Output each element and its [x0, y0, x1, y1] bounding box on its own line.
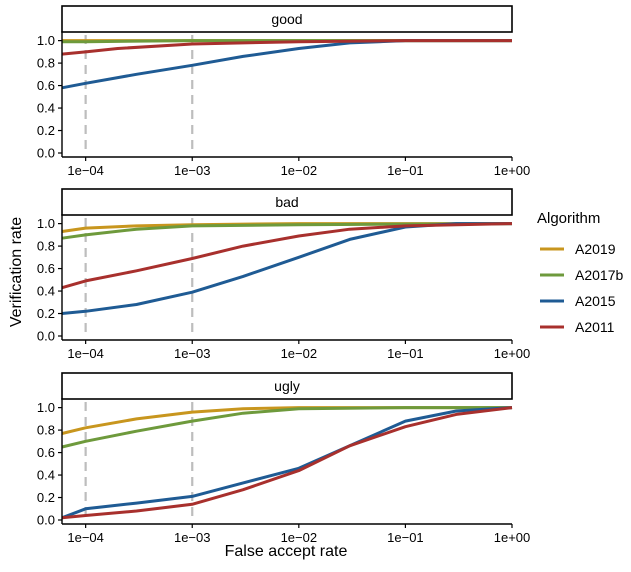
legend-item-A2015: A2015 [540, 293, 616, 309]
y-tick-label: 0.4 [37, 284, 55, 299]
panel-ugly: ugly 0.0 0.2 0.4 0.6 0.8 1.0 1e−04 1e−03 1e−02 1e−… [37, 372, 531, 545]
panel-bad: bad 0.0 0.2 0.4 0.6 0.8 1.0 1e−04 1e−03 1e−02 1e−0… [37, 188, 531, 361]
x-tick-label: 1e−02 [281, 346, 318, 361]
legend-item-A2011: A2011 [540, 319, 615, 335]
x-tick-label: 1e−01 [387, 530, 424, 545]
series-line-A2015 [61, 406, 513, 520]
facet-strip [61, 5, 513, 33]
legend-item-A2017b: A2017b [540, 267, 623, 283]
x-tick-label: 1e+00 [494, 163, 531, 178]
y-tick-label: 1.0 [37, 216, 55, 231]
facet-strip-label: ugly [274, 378, 300, 394]
x-tick-label: 1e+00 [494, 530, 531, 545]
y-tick-label: 0.4 [37, 101, 55, 116]
x-tick-label: 1e−01 [387, 346, 424, 361]
facet-strip [61, 188, 513, 216]
y-tick-label: 0.6 [37, 445, 55, 460]
legend-label: A2015 [575, 293, 616, 309]
y-tick-label: 0.0 [37, 329, 55, 344]
y-tick-label: 1.0 [37, 400, 55, 415]
y-tick-label: 0.4 [37, 468, 55, 483]
x-tick-label: 1e−04 [67, 530, 104, 545]
panel-good: good 0.0 0.2 0.4 0.6 0.8 1.0 1e−04 1e−03 1e−02 1e−… [37, 5, 531, 178]
y-tick-label: 1.0 [37, 33, 55, 48]
x-tick-label: 1e+00 [494, 346, 531, 361]
x-axis-title: False accept rate [225, 543, 348, 560]
legend: Algorithm A2019 A2017b A2015 A2011 [537, 210, 623, 335]
y-tick-label: 0.6 [37, 261, 55, 276]
series-line-A2011 [61, 222, 513, 290]
legend-label: A2017b [575, 267, 623, 283]
x-tick-label: 1e−02 [281, 530, 318, 545]
legend-label: A2019 [575, 241, 616, 257]
y-tick-label: 0.2 [37, 306, 55, 321]
x-tick-label: 1e−03 [174, 163, 211, 178]
legend-title: Algorithm [537, 210, 600, 227]
facet-strip-label: bad [275, 194, 298, 210]
facet-panels: good 0.0 0.2 0.4 0.6 0.8 1.0 1e−04 1e−03 1e−02 1e−… [37, 5, 531, 545]
x-tick-label: 1e−02 [281, 163, 318, 178]
y-tick-label: 0.2 [37, 490, 55, 505]
y-axis-title: Verification rate [8, 217, 25, 327]
y-tick-label: 0.8 [37, 239, 55, 254]
x-tick-label: 1e−03 [174, 530, 211, 545]
legend-label: A2011 [575, 319, 615, 335]
x-tick-label: 1e−01 [387, 163, 424, 178]
legend-item-A2019: A2019 [540, 241, 616, 257]
facet-strip-label: good [271, 11, 302, 27]
y-tick-label: 0.8 [37, 56, 55, 71]
facet-strip [61, 372, 513, 400]
series-line-A2011 [61, 39, 512, 56]
y-tick-label: 0.0 [37, 513, 55, 528]
series-line-A2017b [61, 406, 512, 449]
y-tick-label: 0.0 [37, 146, 55, 161]
series-line-A2011 [61, 406, 513, 520]
series-line-A2017b [61, 222, 513, 240]
series-line-A2019 [61, 406, 512, 435]
x-tick-label: 1e−04 [67, 346, 104, 361]
x-tick-label: 1e−04 [67, 163, 104, 178]
y-tick-label: 0.6 [37, 78, 55, 93]
y-tick-label: 0.2 [37, 123, 55, 138]
y-tick-label: 0.8 [37, 423, 55, 438]
x-tick-label: 1e−03 [174, 346, 211, 361]
